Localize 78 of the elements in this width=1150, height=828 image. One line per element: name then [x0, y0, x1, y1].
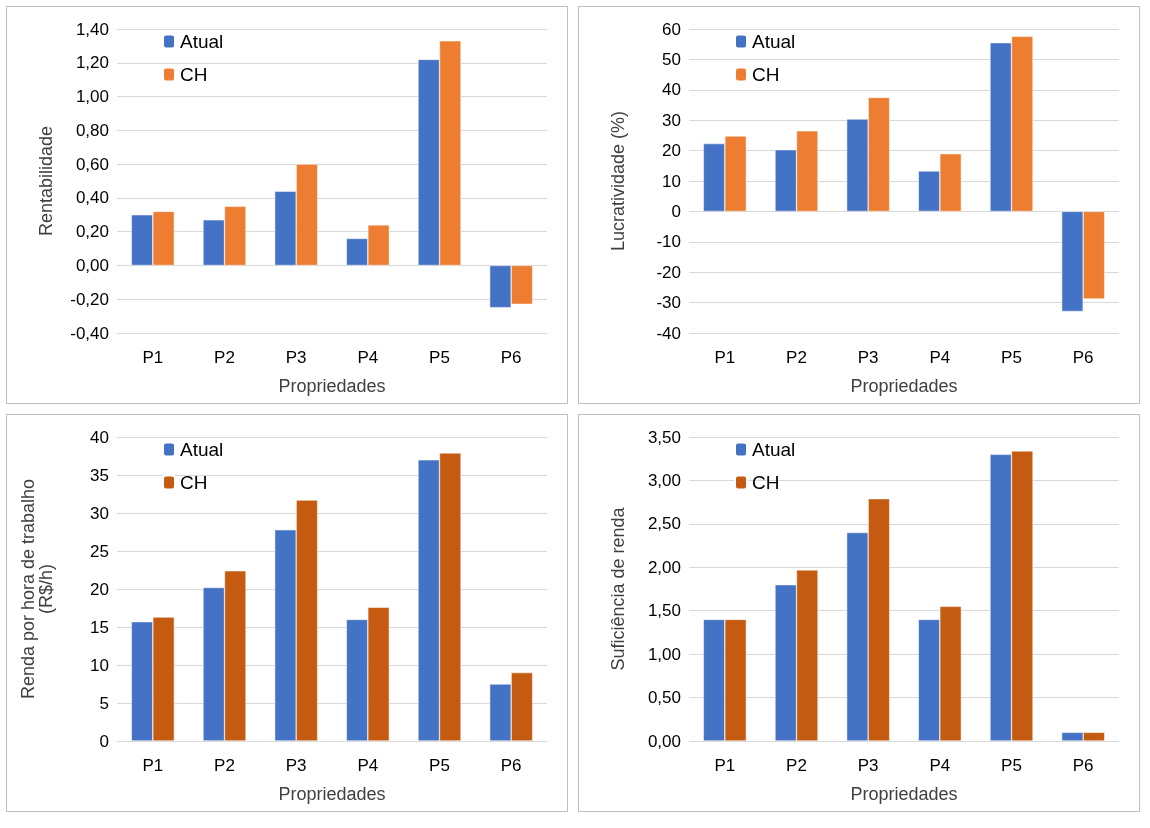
y-tick-label: 10 — [90, 655, 109, 675]
x-tick-label: P4 — [357, 348, 379, 367]
y-axis-title: Renda por hora de trabalho (R$/h) — [18, 478, 56, 700]
y-tick-label: 5 — [99, 693, 109, 713]
x-tick-label: P1 — [142, 756, 164, 775]
legend-label: Atual — [752, 31, 796, 52]
y-tick-label: 3,50 — [647, 427, 681, 447]
legend-label: CH — [180, 64, 208, 85]
y-tick-label: 20 — [662, 141, 681, 161]
y-tick-label: -0,20 — [70, 289, 109, 309]
y-tick-label: 40 — [90, 427, 109, 447]
x-tick-label: P2 — [786, 348, 807, 367]
x-tick-label: P4 — [357, 756, 379, 775]
y-tick-label: 0,00 — [647, 731, 681, 751]
x-tick-label: P3 — [857, 348, 879, 367]
y-tick-label: 20 — [90, 579, 109, 599]
y-tick-label: -0,40 — [70, 323, 109, 343]
y-tick-label: -20 — [656, 262, 681, 282]
y-tick-label: 1,50 — [647, 601, 681, 621]
y-tick-label: 2,00 — [647, 557, 681, 577]
y-tick-label: 0 — [671, 201, 681, 221]
y-tick-label: 30 — [662, 110, 681, 130]
y-tick-label: 15 — [90, 617, 109, 637]
legend-label: CH — [752, 472, 780, 493]
legend-label: Atual — [180, 439, 224, 460]
y-axis-title: Rentabilidade — [36, 125, 56, 237]
y-tick-label: 0 — [99, 731, 109, 751]
y-tick-label: 1,00 — [647, 644, 681, 664]
x-tick-label: P1 — [714, 348, 736, 367]
x-tick-label: P6 — [500, 756, 522, 775]
y-tick-label: 0,00 — [75, 255, 109, 275]
legend-label: Atual — [180, 31, 224, 52]
x-tick-label: P6 — [1072, 348, 1094, 367]
y-tick-label: 2,50 — [647, 514, 681, 534]
y-tick-label: -30 — [656, 293, 681, 313]
y-tick-label: 40 — [662, 80, 681, 100]
y-tick-label: 60 — [662, 19, 681, 39]
y-tick-label: 35 — [90, 465, 109, 485]
x-tick-label: P2 — [214, 348, 235, 367]
y-tick-label: 0,50 — [647, 688, 681, 708]
y-tick-label: 0,80 — [75, 120, 109, 140]
x-tick-label: P3 — [285, 756, 307, 775]
x-axis-title: Propriedades — [850, 784, 958, 804]
y-tick-label: -10 — [656, 232, 681, 252]
y-tick-label: 3,00 — [647, 470, 681, 490]
y-tick-label: 1,20 — [75, 53, 109, 73]
x-tick-label: P1 — [714, 756, 736, 775]
x-axis-title: Propriedades — [278, 784, 386, 804]
y-tick-label: 0,20 — [75, 222, 109, 242]
x-tick-label: P5 — [1001, 348, 1022, 367]
x-tick-label: P5 — [429, 756, 450, 775]
x-tick-label: P1 — [142, 348, 164, 367]
y-tick-label: 0,60 — [75, 154, 109, 174]
x-tick-label: P6 — [1072, 756, 1094, 775]
x-tick-label: P6 — [500, 348, 522, 367]
legend-label: Atual — [752, 439, 796, 460]
y-tick-label: 1,00 — [75, 87, 109, 107]
x-axis-title: Propriedades — [278, 376, 386, 396]
x-tick-label: P4 — [929, 348, 951, 367]
x-tick-label: P5 — [429, 348, 450, 367]
legend-label: CH — [752, 64, 780, 85]
y-tick-label: 0,40 — [75, 188, 109, 208]
x-tick-label: P2 — [786, 756, 807, 775]
x-axis-title: Propriedades — [850, 376, 958, 396]
x-tick-label: P4 — [929, 756, 951, 775]
y-tick-label: 25 — [90, 541, 109, 561]
x-tick-label: P3 — [857, 756, 879, 775]
y-tick-label: 1,40 — [75, 19, 109, 39]
legend-label: CH — [180, 472, 208, 493]
y-tick-label: 10 — [662, 171, 681, 191]
y-axis-title: Lucratividade (%) — [608, 110, 628, 252]
x-tick-label: P3 — [285, 348, 307, 367]
y-tick-label: 30 — [90, 503, 109, 523]
x-tick-label: P5 — [1001, 756, 1022, 775]
y-axis-title: Suficiência de renda — [608, 506, 628, 671]
y-tick-label: -40 — [656, 323, 681, 343]
y-tick-label: 50 — [662, 49, 681, 69]
x-tick-label: P2 — [214, 756, 235, 775]
